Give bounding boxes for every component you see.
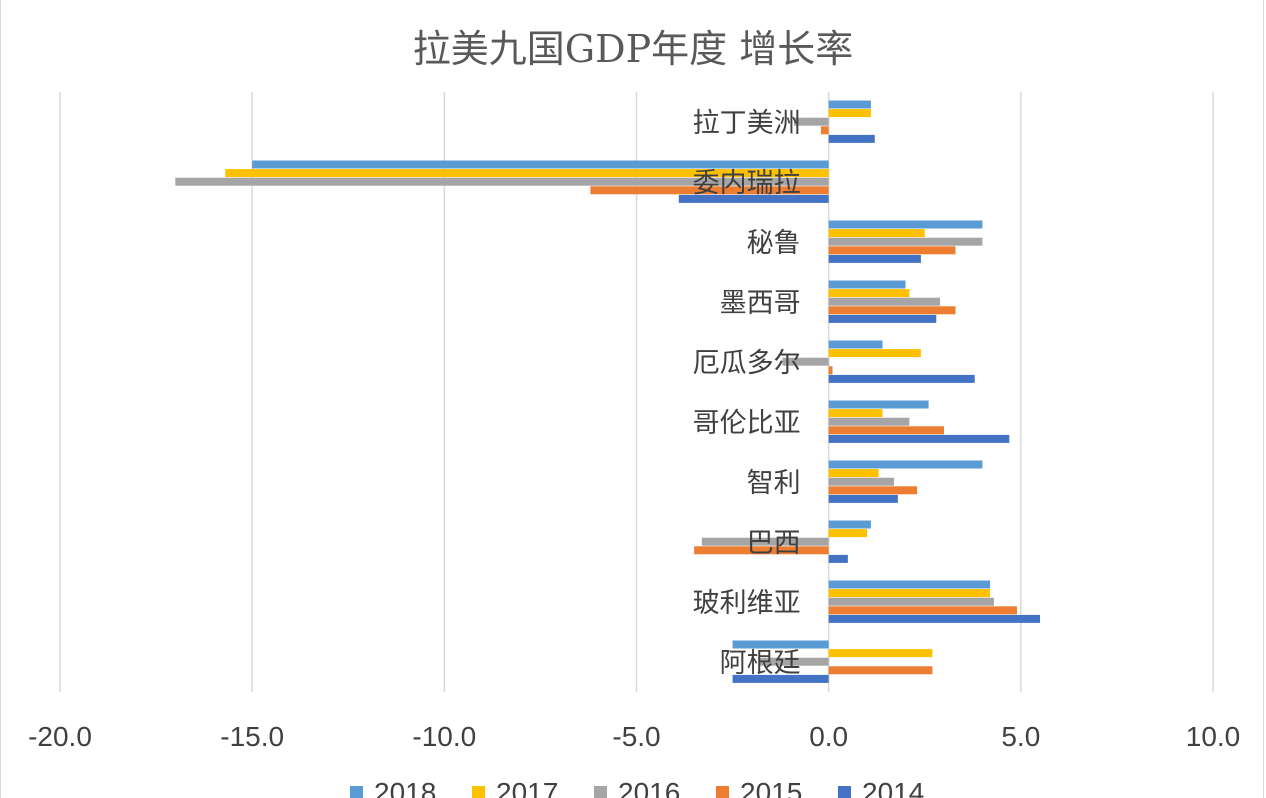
bar-2014-0	[828, 134, 875, 143]
bar-2017-7	[828, 529, 868, 538]
bar-2014-8	[828, 614, 1041, 623]
bar-2016-4	[782, 357, 829, 366]
bar-2016-9	[759, 657, 829, 666]
bar-2015-0	[820, 126, 829, 135]
bars	[175, 100, 1041, 683]
bar-2014-2	[828, 254, 921, 263]
bar-2015-1	[590, 186, 829, 195]
bar-2014-9	[732, 674, 829, 683]
bar-2017-6	[828, 469, 879, 478]
bar-2017-9	[828, 649, 933, 658]
bar-2016-8	[828, 597, 994, 606]
legend: 2018 2017 2016 2015 2014	[350, 777, 924, 798]
category-label-0: 拉丁美洲	[693, 108, 801, 139]
category-label-8: 玻利维亚	[693, 588, 801, 619]
x-tick-label-1: -15.0	[220, 721, 284, 752]
category-label-6: 智利	[747, 468, 801, 499]
legend-swatch-2014	[838, 786, 851, 798]
chart-title: 拉美九国GDP年度 增长率	[412, 27, 854, 71]
x-axis-tick-labels: -20.0 -15.0 -10.0 -5.0 0.0 5.0 10.0	[28, 721, 1240, 752]
category-label-2: 秘鲁	[747, 228, 801, 259]
bar-2016-2	[828, 237, 983, 246]
bar-2017-1	[225, 169, 829, 178]
legend-label-2018: 2018	[374, 777, 436, 798]
bar-2014-6	[828, 494, 898, 503]
legend-swatch-2015	[716, 786, 729, 798]
bar-2018-0	[828, 100, 871, 109]
bar-2014-5	[828, 434, 1010, 443]
bar-2017-0	[828, 109, 871, 118]
bar-2015-5	[828, 426, 944, 435]
legend-label-2016: 2016	[618, 777, 680, 798]
bar-2015-8	[828, 606, 1017, 615]
bar-2018-7	[828, 520, 871, 529]
category-label-4: 厄瓜多尔	[693, 348, 801, 379]
bar-2018-9	[732, 640, 829, 649]
x-tick-label-5: 5.0	[1001, 721, 1040, 752]
x-tick-label-4: 0.0	[809, 721, 848, 752]
bar-2018-8	[828, 580, 991, 589]
legend-swatch-2016	[594, 786, 607, 798]
x-tick-label-6: 10.0	[1186, 721, 1241, 752]
legend-label-2014: 2014	[862, 777, 924, 798]
bar-2018-5	[828, 400, 929, 409]
bar-2015-4	[828, 366, 833, 375]
bar-2016-0	[794, 117, 829, 126]
bar-2015-6	[828, 486, 918, 495]
category-label-7: 巴西	[747, 528, 801, 559]
category-label-9: 阿根廷	[720, 648, 801, 679]
legend-swatch-2018	[350, 786, 363, 798]
bar-2017-5	[828, 409, 883, 418]
legend-swatch-2017	[472, 786, 485, 798]
x-tick-label-2: -10.0	[412, 721, 476, 752]
bar-2017-4	[828, 349, 921, 358]
category-label-5: 哥伦比亚	[693, 408, 801, 439]
bar-2018-3	[828, 280, 906, 289]
bar-2014-4	[828, 374, 975, 383]
bar-2016-1	[175, 177, 829, 186]
bar-2016-5	[828, 417, 910, 426]
bar-2015-7	[694, 546, 829, 555]
bar-2017-8	[828, 589, 991, 598]
bar-2014-3	[828, 314, 937, 323]
bar-2014-7	[828, 554, 848, 563]
bar-2015-3	[828, 306, 956, 315]
bar-2018-2	[828, 220, 983, 229]
bar-2015-2	[828, 246, 956, 255]
legend-label-2017: 2017	[496, 777, 558, 798]
bar-2015-9	[828, 666, 933, 675]
bar-2017-2	[828, 229, 925, 238]
bar-2018-6	[828, 460, 983, 469]
bar-2018-4	[828, 340, 883, 349]
legend-label-2015: 2015	[740, 777, 802, 798]
bar-2016-6	[828, 477, 895, 486]
bar-2018-1	[252, 160, 829, 169]
x-tick-label-3: -5.0	[612, 721, 660, 752]
bar-2016-7	[701, 537, 829, 546]
category-label-1: 委内瑞拉	[693, 168, 801, 199]
bar-2017-3	[828, 289, 910, 298]
bar-2016-3	[828, 297, 941, 306]
x-tick-label-0: -20.0	[28, 721, 92, 752]
category-label-3: 墨西哥	[720, 288, 801, 319]
bar-2014-1	[678, 194, 829, 203]
